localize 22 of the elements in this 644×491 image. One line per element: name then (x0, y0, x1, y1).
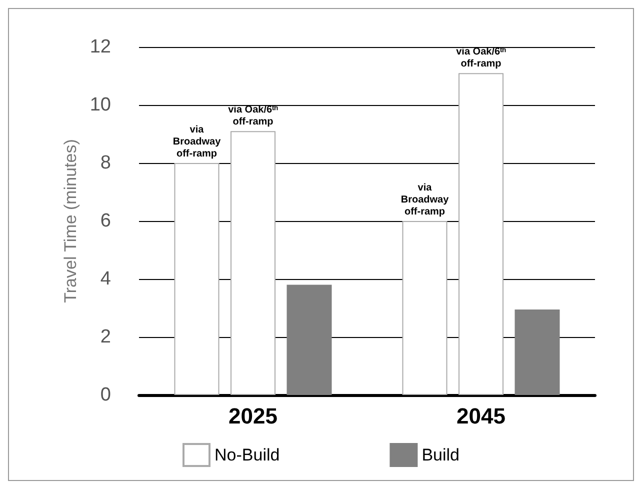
y-tick-label: 0 (100, 384, 111, 406)
y-tick-label: 10 (90, 94, 111, 116)
annotation: via Oak/6ᵗʰ off-ramp (228, 104, 278, 128)
y-tick-label: 4 (100, 268, 112, 290)
annotation: via Broadway off-ramp (172, 124, 222, 160)
y-axis-title: Travel Time (minutes) (60, 139, 80, 303)
bar (230, 131, 276, 395)
x-tick-label: 2025 (228, 404, 278, 428)
legend-label: No-Build (214, 446, 280, 464)
annotation: via Oak/6ᵗʰ off-ramp (456, 46, 506, 70)
y-tick-label: 8 (100, 152, 111, 174)
bar (286, 284, 332, 395)
bar (402, 221, 448, 395)
y-tick-label: 2 (100, 326, 111, 348)
legend-label: Build (422, 446, 460, 464)
bar (174, 163, 220, 395)
x-tick-label: 2045 (456, 404, 506, 428)
annotation: via Broadway off-ramp (400, 182, 450, 218)
bar (514, 309, 560, 395)
y-tick-label: 12 (90, 36, 111, 58)
bar (458, 73, 504, 395)
y-tick-label: 6 (100, 210, 111, 232)
